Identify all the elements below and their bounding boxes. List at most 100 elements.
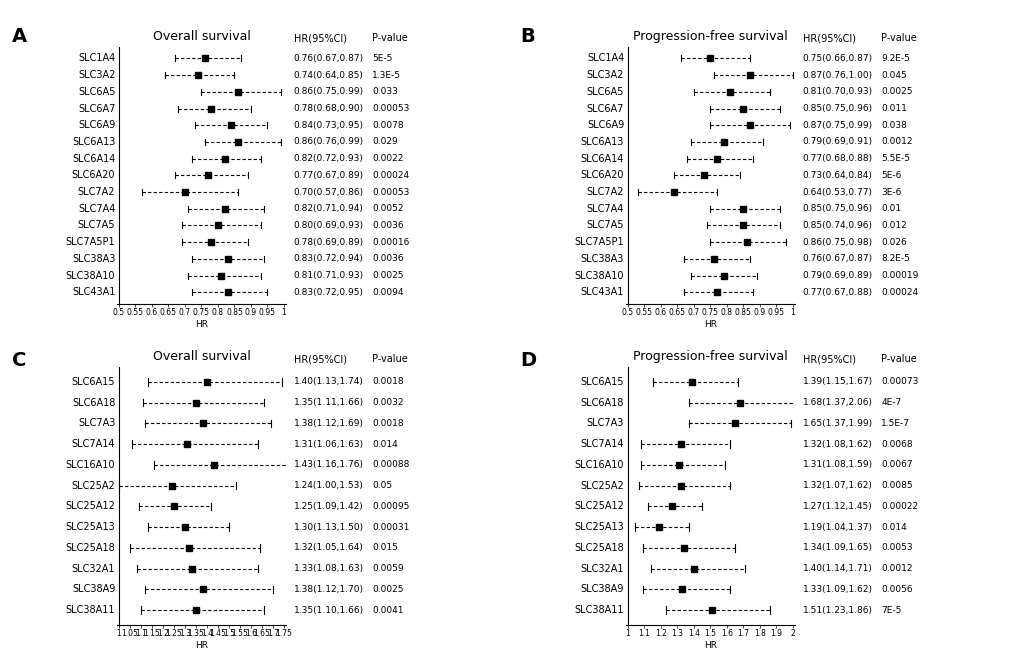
Text: SLC38A11: SLC38A11 [574,605,624,615]
Text: SLC25A2: SLC25A2 [580,480,624,490]
Text: 0.0052: 0.0052 [372,204,404,213]
Text: 0.00016: 0.00016 [372,238,410,246]
Text: 0.79(0.69,0.91): 0.79(0.69,0.91) [802,138,872,146]
Text: SLC6A20: SLC6A20 [580,170,624,180]
Text: 0.85(0.75,0.96): 0.85(0.75,0.96) [802,204,872,213]
X-axis label: HR: HR [195,320,208,329]
Text: 0.0012: 0.0012 [880,564,912,573]
Text: 0.0085: 0.0085 [880,481,912,490]
Text: 0.0056: 0.0056 [880,584,912,594]
Text: 1.65(1.37,1.99): 1.65(1.37,1.99) [802,419,872,428]
Text: SLC7A2: SLC7A2 [586,187,624,197]
Text: 0.01: 0.01 [880,204,901,213]
Text: SLC6A7: SLC6A7 [77,104,115,114]
Text: SLC6A15: SLC6A15 [71,377,115,387]
Text: 0.0053: 0.0053 [880,543,912,552]
Text: 1.68(1.37,2.06): 1.68(1.37,2.06) [802,398,872,407]
Text: D: D [520,351,536,369]
Text: 1.32(1.05,1.64): 1.32(1.05,1.64) [293,543,364,552]
Text: SLC25A13: SLC25A13 [65,522,115,532]
Text: 0.86(0.75,0.98): 0.86(0.75,0.98) [802,238,872,246]
Text: 0.0036: 0.0036 [372,255,404,263]
Text: 1.38(1.12,1.69): 1.38(1.12,1.69) [293,419,364,428]
Text: HR(95%CI): HR(95%CI) [293,354,346,364]
Text: 0.00024: 0.00024 [880,288,917,297]
Text: 1.5E-7: 1.5E-7 [880,419,909,428]
Text: 0.026: 0.026 [880,238,906,246]
Text: SLC6A14: SLC6A14 [580,154,624,164]
Text: SLC16A10: SLC16A10 [65,460,115,470]
Text: SLC6A13: SLC6A13 [71,137,115,147]
Text: 0.79(0.69,0.89): 0.79(0.69,0.89) [802,271,872,280]
Text: P-value: P-value [372,33,408,43]
Text: 0.86(0.76,0.99): 0.86(0.76,0.99) [293,138,364,146]
Text: 1.40(1.14,1.71): 1.40(1.14,1.71) [802,564,872,573]
Text: 0.00022: 0.00022 [880,502,917,511]
X-axis label: HR: HR [195,641,208,649]
X-axis label: HR: HR [703,641,716,649]
Text: 1.38(1.12,1.70): 1.38(1.12,1.70) [293,584,364,594]
Text: SLC6A5: SLC6A5 [77,87,115,97]
Text: 1.19(1.04,1.37): 1.19(1.04,1.37) [802,522,872,532]
Text: P-value: P-value [372,354,408,364]
Text: 0.77(0.67,0.88): 0.77(0.67,0.88) [802,288,872,297]
Text: SLC7A4: SLC7A4 [586,204,624,214]
Text: 1.24(1.00,1.53): 1.24(1.00,1.53) [293,481,364,490]
Text: 0.82(0.71,0.94): 0.82(0.71,0.94) [293,204,364,213]
Text: B: B [520,27,534,45]
Text: HR(95%CI): HR(95%CI) [293,33,346,43]
Text: SLC6A9: SLC6A9 [586,120,624,130]
Text: 0.0059: 0.0059 [372,564,404,573]
Text: 5.5E-5: 5.5E-5 [880,154,909,163]
Text: SLC38A10: SLC38A10 [574,271,624,281]
Text: 4E-7: 4E-7 [880,398,901,407]
Text: A: A [12,27,28,45]
Text: SLC38A9: SLC38A9 [580,584,624,595]
X-axis label: HR: HR [703,320,716,329]
Text: 1.34(1.09,1.65): 1.34(1.09,1.65) [802,543,872,552]
Text: 0.87(0.75,0.99): 0.87(0.75,0.99) [802,121,872,130]
Text: 0.0067: 0.0067 [880,460,912,470]
Text: C: C [12,351,26,369]
Text: 0.78(0.68,0.90): 0.78(0.68,0.90) [293,104,364,113]
Text: 0.73(0.64,0.84): 0.73(0.64,0.84) [802,171,872,180]
Text: 1.39(1.15,1.67): 1.39(1.15,1.67) [802,377,872,386]
Text: 1.31(1.06,1.63): 1.31(1.06,1.63) [293,440,364,449]
Text: SLC25A12: SLC25A12 [65,502,115,512]
Text: 0.77(0.67,0.89): 0.77(0.67,0.89) [293,171,364,180]
Text: SLC6A9: SLC6A9 [77,120,115,130]
Text: 0.029: 0.029 [372,138,397,146]
Text: SLC38A3: SLC38A3 [71,254,115,264]
Title: Progression-free survival: Progression-free survival [633,30,787,43]
Text: 0.64(0.53,0.77): 0.64(0.53,0.77) [802,188,872,196]
Text: 1.25(1.09,1.42): 1.25(1.09,1.42) [293,502,363,511]
Title: Progression-free survival: Progression-free survival [633,351,787,363]
Text: 0.0036: 0.0036 [372,221,404,230]
Text: 0.014: 0.014 [880,522,906,532]
Text: SLC6A14: SLC6A14 [71,154,115,164]
Text: 1.33(1.08,1.63): 1.33(1.08,1.63) [293,564,364,573]
Text: SLC7A5P1: SLC7A5P1 [65,237,115,247]
Text: 7E-5: 7E-5 [880,606,901,615]
Text: 0.74(0.64,0.85): 0.74(0.64,0.85) [293,71,364,79]
Text: SLC7A3: SLC7A3 [586,418,624,428]
Text: SLC25A18: SLC25A18 [65,543,115,553]
Text: 0.012: 0.012 [880,221,906,230]
Text: SLC7A14: SLC7A14 [71,439,115,449]
Text: 1.3E-5: 1.3E-5 [372,71,400,79]
Text: 0.033: 0.033 [372,88,397,96]
Text: SLC6A5: SLC6A5 [586,87,624,97]
Text: SLC16A10: SLC16A10 [574,460,624,470]
Text: P-value: P-value [880,354,916,364]
Text: 0.76(0.67,0.87): 0.76(0.67,0.87) [802,255,872,263]
Text: 0.84(0.73,0.95): 0.84(0.73,0.95) [293,121,364,130]
Text: 0.0068: 0.0068 [880,440,912,449]
Text: SLC43A1: SLC43A1 [71,287,115,297]
Text: 1.31(1.08,1.59): 1.31(1.08,1.59) [802,460,872,470]
Text: SLC38A3: SLC38A3 [580,254,624,264]
Text: 0.70(0.57,0.86): 0.70(0.57,0.86) [293,188,364,196]
Text: 0.038: 0.038 [880,121,906,130]
Text: 0.0025: 0.0025 [372,584,404,594]
Text: 1.32(1.07,1.62): 1.32(1.07,1.62) [802,481,872,490]
Text: 0.80(0.69,0.93): 0.80(0.69,0.93) [293,221,364,230]
